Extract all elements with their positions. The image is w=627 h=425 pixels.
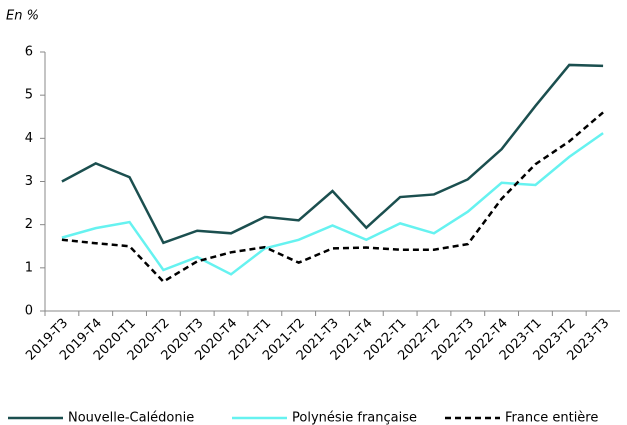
series-line	[61, 132, 604, 276]
legend-label: France entière	[505, 411, 598, 425]
y-tick-label: 5	[25, 88, 33, 103]
legend-label: Nouvelle-Calédonie	[68, 411, 194, 425]
legend-label: Polynésie française	[292, 411, 417, 425]
y-axis-label: En %	[6, 9, 39, 24]
y-tick-label: 0	[25, 304, 33, 319]
y-tick-label: 3	[25, 174, 33, 189]
series-line	[61, 111, 604, 284]
y-tick-label: 1	[25, 260, 33, 275]
y-tick-label: 2	[25, 217, 33, 232]
y-tick-label: 6	[25, 45, 33, 60]
series-line	[61, 63, 604, 245]
y-tick-label: 4	[25, 131, 33, 146]
